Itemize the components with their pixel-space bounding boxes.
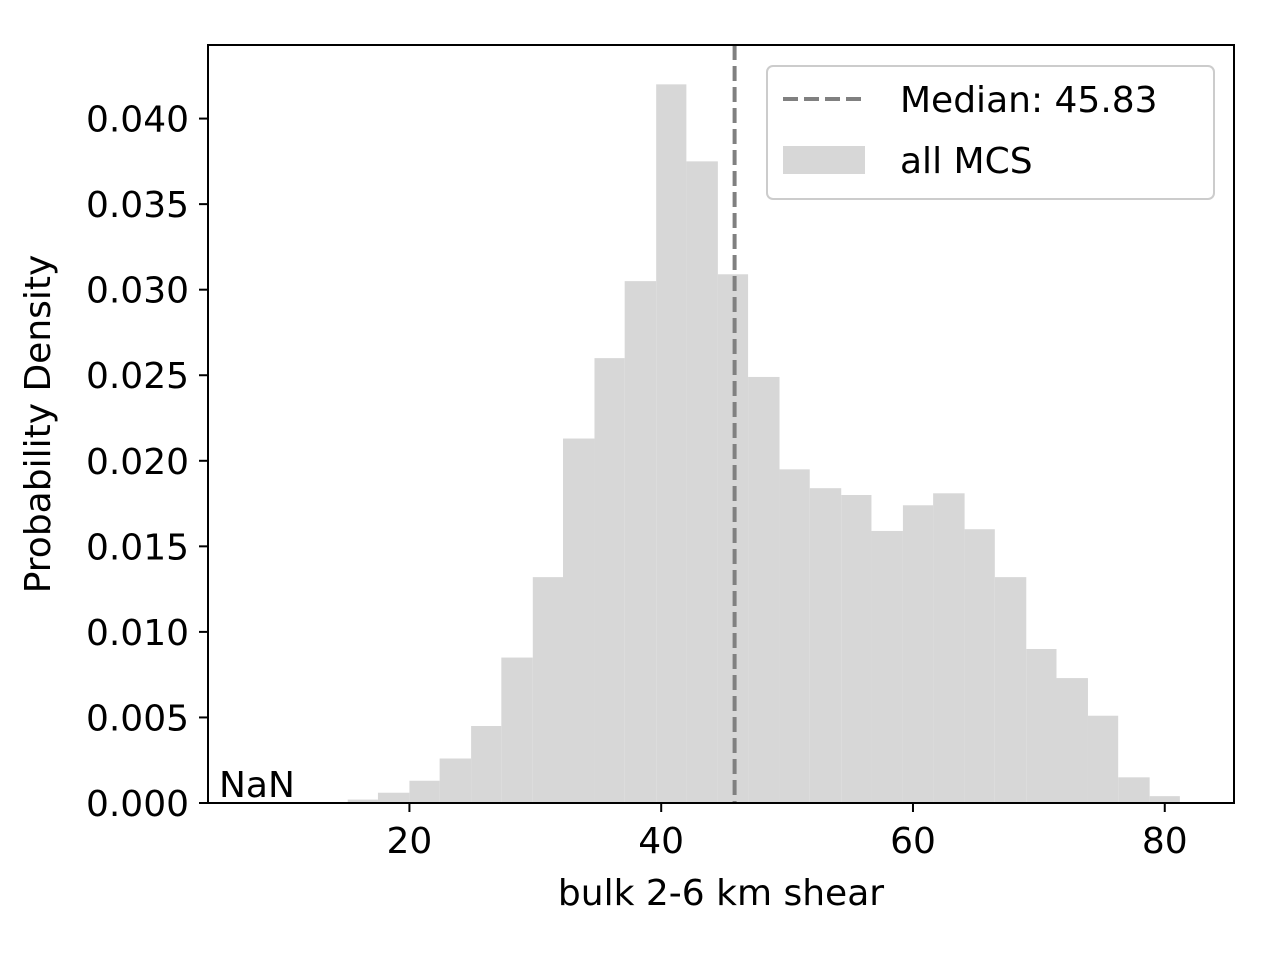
x-tick-label: 40 bbox=[638, 821, 684, 862]
y-tick-label: 0.040 bbox=[86, 100, 189, 141]
y-tick-label: 0.005 bbox=[86, 698, 189, 739]
y-tick-label: 0.030 bbox=[86, 271, 189, 312]
histogram-bar bbox=[409, 780, 440, 803]
histogram-bar bbox=[748, 376, 780, 803]
histogram-bar bbox=[871, 530, 903, 803]
legend-median-label: Median: 45.83 bbox=[900, 80, 1158, 121]
histogram-bar bbox=[964, 529, 995, 803]
histogram-bar bbox=[563, 438, 595, 803]
y-axis-label: Probability Density bbox=[18, 255, 59, 594]
histogram-bar bbox=[902, 505, 934, 803]
histogram-bar bbox=[377, 792, 410, 803]
axes-frame bbox=[207, 44, 1235, 804]
legend-box bbox=[766, 65, 1215, 200]
y-tick-label: 0.010 bbox=[86, 613, 189, 654]
histogram-bar bbox=[1149, 796, 1180, 803]
x-tick-label: 60 bbox=[890, 821, 936, 862]
histogram-bar bbox=[347, 799, 378, 803]
y-tick-label: 0.025 bbox=[86, 356, 189, 397]
histogram-bar bbox=[439, 758, 472, 803]
x-axis-ticks: 20 40 60 80 bbox=[387, 803, 1188, 862]
histogram-bar bbox=[1087, 715, 1119, 803]
histogram-bar bbox=[809, 488, 842, 803]
y-tick-label: 0.035 bbox=[86, 185, 189, 226]
x-tick-label: 20 bbox=[387, 821, 433, 862]
y-tick-label: 0.015 bbox=[86, 527, 189, 568]
histogram-bar bbox=[594, 358, 625, 803]
nan-annotation: NaN bbox=[219, 765, 295, 806]
legend-bar-swatch bbox=[783, 146, 865, 174]
y-tick-label: 0.000 bbox=[86, 784, 189, 825]
histogram-bar bbox=[779, 469, 810, 803]
histogram-bar bbox=[994, 577, 1027, 803]
histogram-bar bbox=[1118, 777, 1150, 803]
histogram-bar bbox=[1026, 649, 1057, 803]
histogram-bar bbox=[501, 657, 533, 803]
y-tick-label: 0.020 bbox=[86, 442, 189, 483]
histogram-bar bbox=[656, 84, 687, 804]
x-axis-label: bulk 2-6 km shear bbox=[558, 873, 884, 914]
x-tick-label: 80 bbox=[1142, 821, 1188, 862]
y-axis-ticks: 0.000 0.005 0.010 0.015 0.020 0.025 0.030 0.035… bbox=[86, 100, 208, 825]
legend-bar-label: all MCS bbox=[900, 141, 1033, 182]
histogram-bar bbox=[841, 495, 872, 803]
histogram-bar bbox=[624, 281, 657, 803]
histogram-bar bbox=[686, 161, 718, 803]
histogram-bar bbox=[933, 493, 965, 803]
histogram-bar bbox=[532, 577, 564, 803]
legend: Median: 45.83 all MCS bbox=[766, 65, 1215, 200]
histogram-bars bbox=[347, 84, 1180, 804]
histogram-bar bbox=[1056, 678, 1088, 803]
histogram-bar bbox=[471, 726, 502, 803]
